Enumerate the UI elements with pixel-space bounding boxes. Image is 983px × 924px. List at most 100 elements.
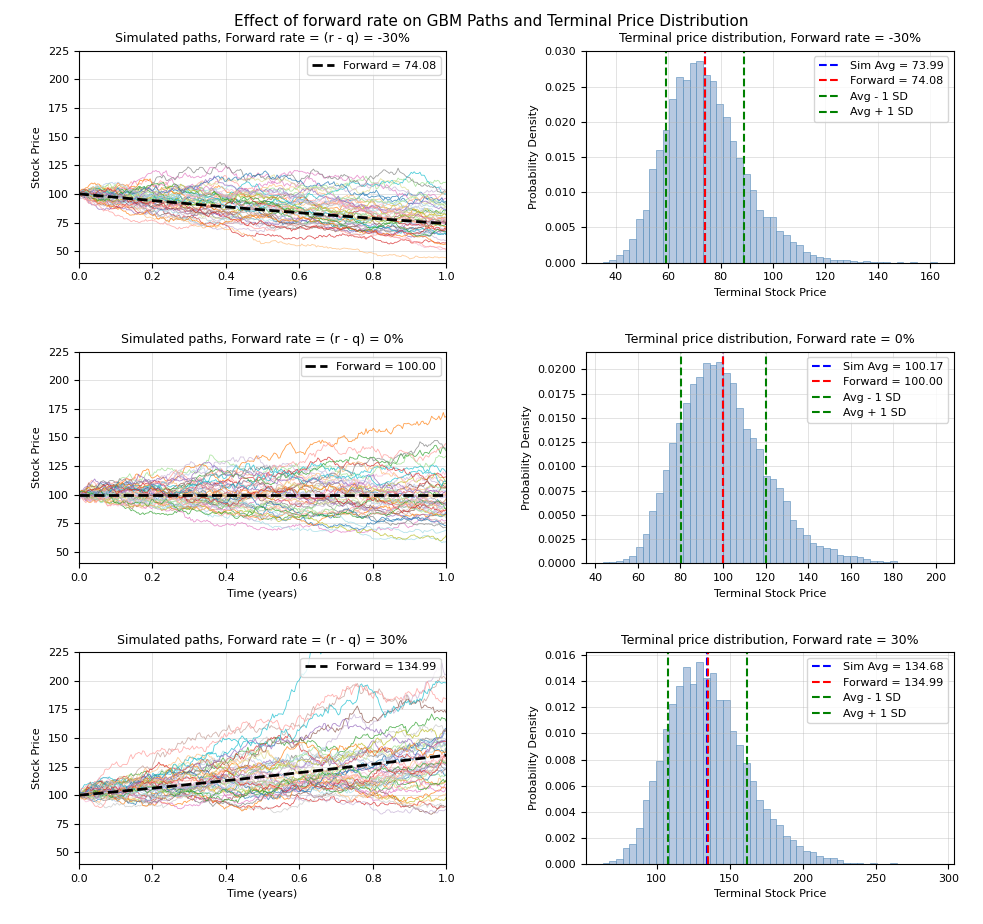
- Bar: [676, 423, 683, 564]
- Legend: Forward = 74.08: Forward = 74.08: [308, 56, 440, 75]
- Bar: [696, 663, 703, 864]
- Bar: [803, 851, 810, 864]
- Bar: [777, 231, 783, 262]
- Bar: [837, 261, 843, 262]
- Bar: [736, 158, 743, 262]
- Bar: [636, 828, 643, 864]
- Bar: [723, 116, 729, 262]
- Bar: [877, 561, 884, 564]
- X-axis label: Terminal Stock Price: Terminal Stock Price: [714, 889, 826, 899]
- Bar: [863, 261, 870, 262]
- Bar: [609, 562, 616, 564]
- Bar: [817, 856, 823, 864]
- Bar: [830, 549, 837, 564]
- Bar: [763, 217, 770, 262]
- Forward = 134.99: [226, 774, 238, 785]
- Bar: [743, 175, 750, 262]
- Bar: [696, 377, 703, 564]
- Bar: [729, 141, 736, 262]
- Bar: [830, 260, 837, 262]
- Forward = 100.00: [440, 489, 452, 500]
- Bar: [609, 260, 616, 262]
- Bar: [663, 129, 669, 262]
- Forward = 100.00: [396, 489, 408, 500]
- Bar: [736, 745, 743, 864]
- Bar: [856, 557, 863, 564]
- Bar: [843, 260, 850, 262]
- Bar: [777, 488, 783, 564]
- Bar: [823, 258, 830, 262]
- Forward = 74.08: [215, 201, 227, 212]
- Forward = 134.99: [274, 770, 286, 781]
- Bar: [603, 562, 609, 564]
- Bar: [743, 763, 750, 864]
- Bar: [884, 562, 890, 564]
- Legend: Sim Avg = 100.17, Forward = 100.00, Avg - 1 SD, Avg + 1 SD: Sim Avg = 100.17, Forward = 100.00, Avg …: [807, 357, 948, 422]
- Bar: [789, 840, 796, 864]
- Bar: [796, 846, 803, 864]
- Forward = 74.08: [73, 188, 85, 200]
- Bar: [643, 800, 650, 864]
- Text: Effect of forward rate on GBM Paths and Terminal Price Distribution: Effect of forward rate on GBM Paths and …: [234, 14, 749, 29]
- Bar: [656, 761, 663, 864]
- Y-axis label: Stock Price: Stock Price: [32, 427, 42, 488]
- Bar: [837, 554, 843, 564]
- Legend: Forward = 100.00: Forward = 100.00: [301, 357, 440, 376]
- Bar: [710, 365, 717, 564]
- Bar: [770, 479, 777, 564]
- Bar: [656, 150, 663, 262]
- Forward = 100.00: [73, 489, 85, 500]
- Bar: [703, 363, 710, 564]
- Y-axis label: Stock Price: Stock Price: [32, 126, 42, 188]
- Bar: [850, 261, 856, 262]
- Bar: [810, 542, 817, 564]
- Bar: [789, 520, 796, 564]
- Bar: [703, 677, 710, 864]
- Bar: [629, 556, 636, 564]
- Bar: [609, 861, 616, 864]
- Bar: [810, 852, 817, 864]
- Forward = 100.00: [215, 489, 227, 500]
- Title: Simulated paths, Forward rate = (r - q) = 30%: Simulated paths, Forward rate = (r - q) …: [117, 634, 408, 647]
- Legend: Sim Avg = 73.99, Forward = 74.08, Avg - 1 SD, Avg + 1 SD: Sim Avg = 73.99, Forward = 74.08, Avg - …: [814, 56, 948, 122]
- Bar: [817, 546, 823, 564]
- Bar: [616, 255, 622, 262]
- Bar: [656, 493, 663, 564]
- Bar: [729, 731, 736, 864]
- Bar: [756, 210, 763, 262]
- Bar: [689, 684, 696, 864]
- Forward = 134.99: [272, 770, 284, 781]
- Bar: [770, 820, 777, 864]
- X-axis label: Time (years): Time (years): [227, 288, 298, 298]
- Bar: [650, 169, 656, 262]
- Forward = 100.00: [272, 489, 284, 500]
- Bar: [723, 700, 729, 864]
- Bar: [643, 534, 650, 564]
- Forward = 74.08: [440, 218, 452, 229]
- Bar: [736, 408, 743, 564]
- Y-axis label: Probability Density: Probability Density: [522, 405, 532, 510]
- Bar: [823, 857, 830, 864]
- Bar: [856, 862, 863, 864]
- Bar: [683, 80, 689, 262]
- Bar: [689, 63, 696, 262]
- X-axis label: Terminal Stock Price: Terminal Stock Price: [714, 288, 826, 298]
- Bar: [830, 858, 837, 864]
- Bar: [629, 844, 636, 864]
- Bar: [643, 210, 650, 262]
- Bar: [703, 75, 710, 262]
- Bar: [622, 848, 629, 864]
- Forward = 134.99: [215, 775, 227, 786]
- Bar: [850, 863, 856, 864]
- Y-axis label: Probability Density: Probability Density: [529, 706, 539, 810]
- Bar: [683, 667, 689, 864]
- Bar: [717, 361, 723, 564]
- Bar: [717, 700, 723, 864]
- Bar: [669, 99, 676, 262]
- Bar: [777, 825, 783, 864]
- Forward = 74.08: [272, 205, 284, 216]
- Legend: Forward = 134.99: Forward = 134.99: [301, 658, 440, 676]
- Forward = 100.00: [226, 489, 238, 500]
- Forward = 134.99: [73, 790, 85, 801]
- Forward = 100.00: [274, 489, 286, 500]
